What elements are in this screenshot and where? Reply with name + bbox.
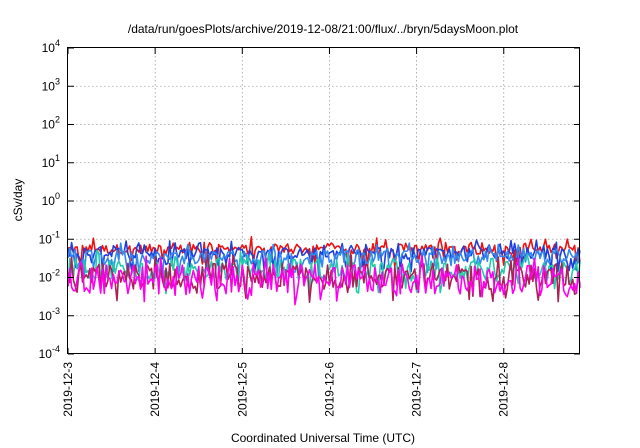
x-tick-label: 2019-12-3 <box>61 362 75 417</box>
y-tick-label: 100 <box>42 191 60 208</box>
series-line-5 <box>67 254 581 303</box>
y-tick-label: 103 <box>42 76 60 93</box>
y-tick-label: 104 <box>42 38 60 55</box>
x-axis: 2019-12-3 2019-12-4 2019-12-5 2019-12-6 2019… <box>61 48 511 417</box>
y-tick-label: 102 <box>42 115 60 132</box>
y-tick-label: 10-1 <box>39 229 60 246</box>
series-line-6 <box>67 255 581 306</box>
y-tick-label: 10-3 <box>39 306 60 323</box>
x-tick-label: 2019-12-7 <box>410 362 424 417</box>
x-tick-label: 2019-12-8 <box>497 362 511 417</box>
grid <box>68 48 580 354</box>
y-axis: 10-4 10-3 10-2 10-1 100 101 102 103 104 <box>39 38 580 361</box>
x-tick-label: 2019-12-4 <box>148 362 162 417</box>
series-group <box>67 236 581 306</box>
x-axis-label: Coordinated Universal Time (UTC) <box>231 431 415 445</box>
y-tick-label: 10-2 <box>39 268 60 285</box>
chart-title: /data/run/goesPlots/archive/2019-12-08/2… <box>128 22 519 36</box>
x-tick-label: 2019-12-6 <box>322 362 336 417</box>
y-tick-label: 10-4 <box>39 344 60 361</box>
plot-frame <box>67 47 580 354</box>
series-line-3 <box>67 242 581 278</box>
x-tick-label: 2019-12-5 <box>235 362 249 417</box>
y-axis-label: cSv/day <box>11 179 25 222</box>
y-tick-label: 101 <box>42 153 60 170</box>
